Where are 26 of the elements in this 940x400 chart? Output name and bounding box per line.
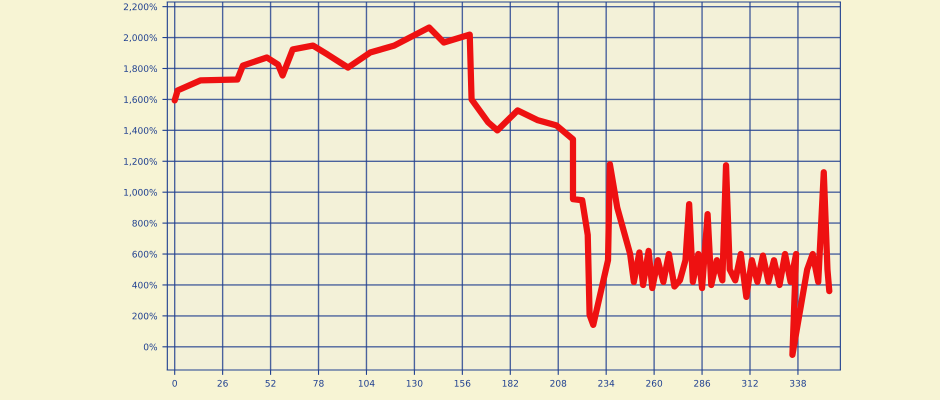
x-tick-label: 208: [550, 380, 566, 387]
x-tick-label: 52: [266, 380, 276, 387]
x-tick-label: 338: [790, 380, 806, 387]
x-tick-label: 286: [694, 380, 710, 387]
x-tick-label: 156: [454, 380, 470, 387]
y-tick-label: 1,800%: [124, 65, 158, 73]
x-tick-label: 312: [742, 380, 758, 387]
y-tick-label: 1,000%: [124, 188, 158, 197]
y-tick-label: 400%: [132, 282, 158, 289]
x-tick-label: 104: [358, 380, 375, 387]
y-tick-label: 1,400%: [124, 127, 158, 135]
y-tick-label: 200%: [132, 312, 158, 320]
y-tick-label: 600%: [132, 250, 158, 258]
x-tick-label: 182: [502, 380, 518, 387]
x-tick-label: 130: [406, 380, 422, 387]
y-tick-label: 0%: [144, 344, 158, 350]
x-tick-label: 260: [646, 380, 662, 387]
x-tick-label: 78: [314, 380, 324, 387]
x-tick-label: 0: [172, 380, 177, 387]
y-tick-label: 800%: [132, 220, 158, 227]
x-tick-label: 234: [598, 380, 614, 387]
y-tick-label: 1,200%: [124, 158, 158, 166]
x-tick-label: 26: [218, 380, 228, 387]
y-tick-label: 2,200%: [124, 3, 158, 12]
y-tick-label: 2,000%: [124, 34, 158, 42]
y-tick-label: 1,600%: [124, 96, 158, 104]
